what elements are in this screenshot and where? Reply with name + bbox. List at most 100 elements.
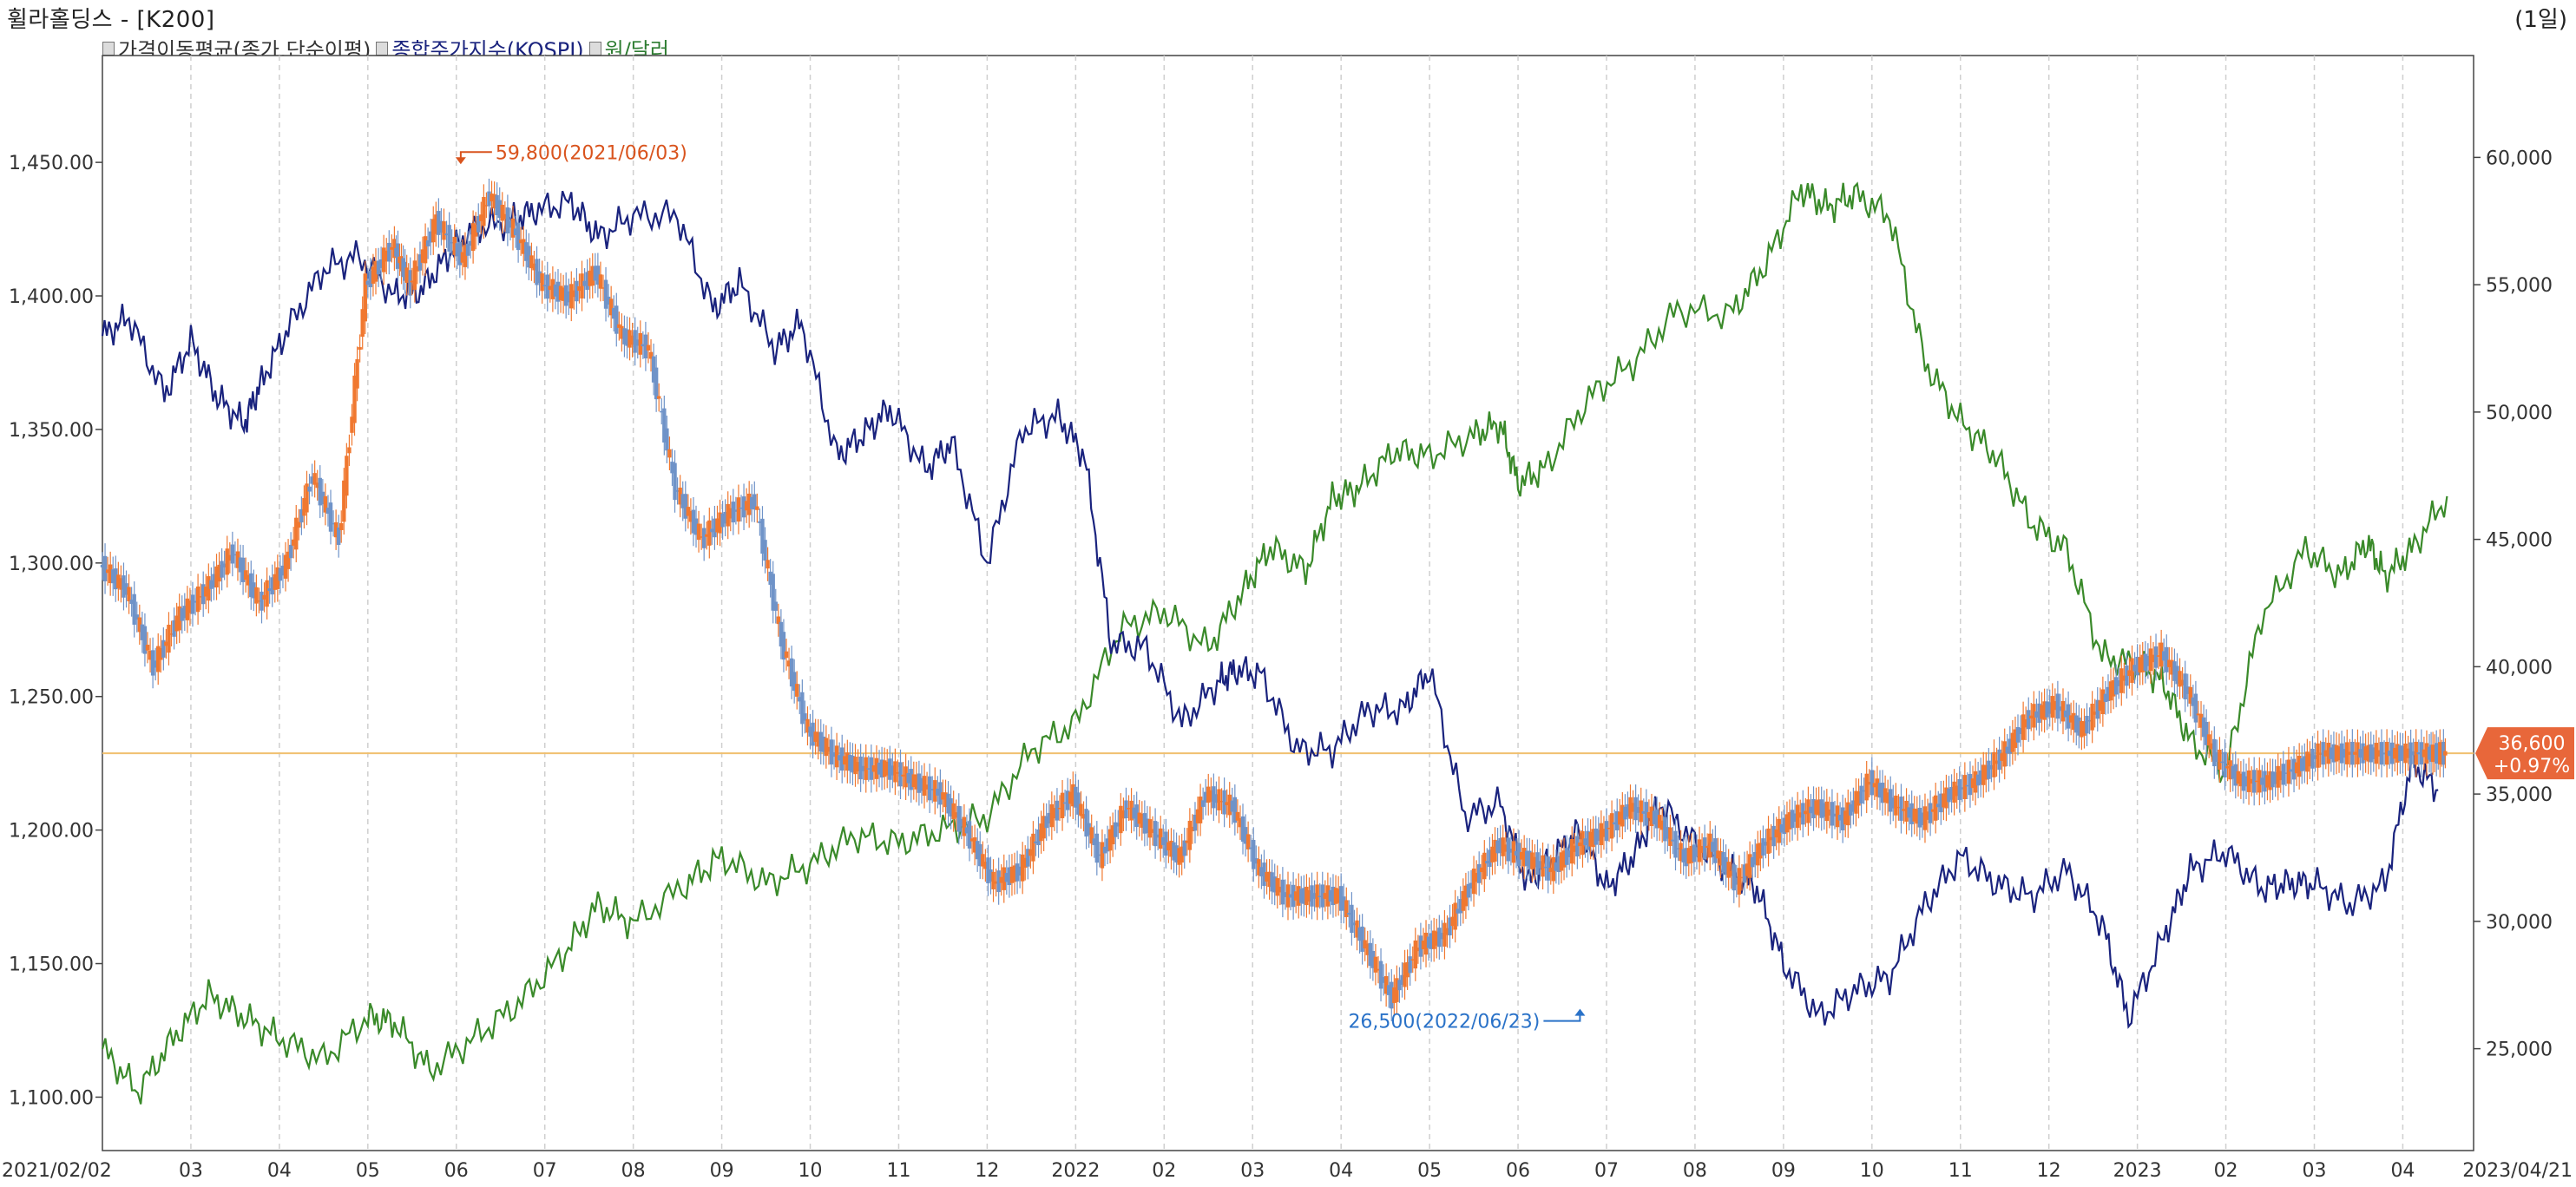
candle-body — [1525, 850, 1529, 867]
candle-body — [420, 249, 425, 263]
candle-body — [257, 600, 261, 602]
candle-body — [635, 339, 640, 346]
candle-body — [2334, 744, 2339, 762]
candle-body — [2106, 686, 2111, 702]
candle-body — [252, 582, 256, 599]
candle-body — [1493, 839, 1497, 862]
candle-body — [1766, 828, 1771, 854]
candle-body — [137, 617, 142, 633]
candle-body — [1238, 817, 1243, 828]
candle-body — [1689, 845, 1694, 863]
candle-body — [2384, 742, 2389, 765]
candle-body — [1862, 790, 1866, 792]
candle-body — [1556, 856, 1561, 872]
candle-body — [996, 870, 1001, 893]
candle-body — [1994, 760, 1999, 764]
candle-body — [1076, 792, 1081, 815]
candle-body — [1633, 797, 1638, 821]
candle-body — [800, 692, 805, 725]
candle-body — [513, 228, 518, 236]
candle-body — [1445, 928, 1449, 935]
candle-body — [182, 606, 187, 619]
candle-body — [2015, 726, 2021, 743]
candle-body — [1917, 807, 1922, 828]
candle-body — [601, 287, 606, 289]
candle-body — [2201, 717, 2206, 738]
candle-body — [1830, 802, 1835, 826]
candle-body — [1293, 891, 1298, 901]
candle-body — [275, 567, 280, 589]
candle-body — [837, 755, 842, 761]
candle-body — [222, 563, 227, 567]
candle-body — [603, 279, 608, 309]
candle-body — [1028, 849, 1033, 856]
candle-body — [217, 564, 221, 582]
candle-body — [2411, 751, 2415, 756]
candle-body — [390, 246, 394, 250]
candle-body — [882, 760, 887, 777]
candle-body — [2153, 646, 2159, 668]
candle-body — [805, 718, 810, 733]
candle-body — [686, 507, 691, 516]
candle-body — [1601, 829, 1607, 837]
candle-body — [185, 598, 190, 620]
candle-body — [169, 633, 174, 635]
candle-body — [1535, 852, 1540, 875]
candle-body — [964, 827, 969, 834]
candle-body — [1217, 789, 1221, 810]
candle-body — [1328, 889, 1333, 902]
candle-body — [2318, 753, 2323, 755]
candle-body — [654, 367, 659, 400]
candle-body — [1809, 806, 1813, 814]
candle-body — [1426, 936, 1431, 948]
candle-body — [2005, 746, 2009, 754]
left-tick-label: 1,100.00 — [9, 1087, 94, 1109]
candle-body — [1769, 836, 1773, 841]
legend-checkbox-icon[interactable] — [102, 41, 115, 56]
legend-checkbox-icon[interactable] — [376, 41, 389, 56]
candle-body — [497, 200, 502, 219]
period-label[interactable]: (1일) — [2514, 7, 2567, 33]
candle-body — [510, 218, 516, 238]
candle-body — [1724, 856, 1728, 875]
candle-body — [1578, 843, 1582, 847]
candle-body — [1107, 829, 1113, 851]
candle-body — [1692, 844, 1697, 862]
candle-body — [1618, 811, 1622, 825]
candle-body — [1922, 806, 1928, 830]
candle-body — [795, 684, 799, 697]
candle-body — [1541, 855, 1545, 877]
candle-body — [207, 576, 211, 601]
candle-body — [617, 324, 621, 328]
candle-body — [622, 328, 627, 344]
candle-body — [212, 574, 216, 588]
candle-body — [135, 614, 139, 620]
candle-body — [1671, 839, 1675, 842]
candle-body — [691, 509, 696, 534]
candle-body — [848, 754, 852, 771]
legend-checkbox-icon[interactable] — [588, 41, 601, 56]
candle-body — [1628, 797, 1633, 819]
candle-body — [2050, 696, 2054, 718]
candle-body — [116, 574, 121, 588]
candle-body — [105, 569, 110, 574]
candle-body — [2175, 666, 2179, 685]
candle-body — [2419, 742, 2424, 765]
candle-body — [463, 245, 468, 267]
candle-body — [1713, 838, 1718, 863]
candle-body — [1811, 798, 1816, 819]
candle-body — [917, 773, 922, 793]
candle-body — [1774, 830, 1778, 838]
candle-body — [1140, 813, 1144, 828]
candle-body — [1739, 876, 1745, 879]
candle-body — [452, 236, 457, 255]
candle-body — [1699, 846, 1705, 853]
candle-body — [1952, 781, 1956, 803]
candle-body — [776, 616, 781, 625]
candle-body — [2313, 755, 2317, 759]
right-tick-label: 35,000 — [2486, 784, 2553, 806]
candle-body — [1777, 818, 1781, 843]
candle-body — [172, 620, 176, 637]
candle-body — [2238, 773, 2244, 787]
